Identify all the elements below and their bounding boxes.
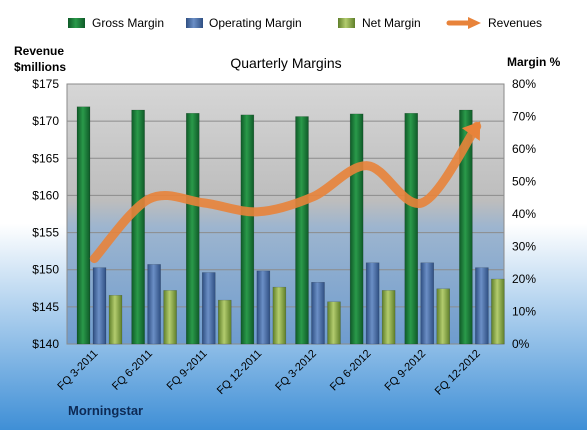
bar-operating-margin (312, 282, 325, 344)
bar-net-margin (328, 302, 341, 344)
left-axis-tick-label: $165 (32, 151, 59, 165)
right-axis-ticks: 0% 10% 20% 30% 40% 50% 60% 70% 80% (512, 77, 536, 351)
legend-item-net-margin: Net Margin (338, 16, 421, 30)
legend-item-gross-margin: Gross Margin (68, 16, 164, 30)
chart-title: Quarterly Margins (230, 55, 341, 71)
legend-label-revenues: Revenues (488, 16, 542, 30)
bar-gross-margin (350, 114, 363, 344)
left-axis-tick-label: $150 (32, 263, 59, 277)
bar-net-margin (164, 290, 177, 344)
right-axis-tick-label: 80% (512, 77, 536, 91)
left-axis-tick-label: $155 (32, 226, 59, 240)
left-axis-tick-label: $145 (32, 300, 59, 314)
legend-label-net-margin: Net Margin (362, 16, 421, 30)
bar-net-margin (109, 295, 122, 344)
bar-operating-margin (257, 271, 270, 344)
right-axis-tick-label: 60% (512, 142, 536, 156)
bar-operating-margin (421, 263, 434, 344)
bar-gross-margin (405, 113, 418, 344)
left-axis-title-line1: Revenue (14, 44, 64, 58)
left-axis-tick-label: $175 (32, 77, 59, 91)
right-axis-tick-label: 30% (512, 240, 536, 254)
bar-net-margin (437, 289, 450, 344)
bar-operating-margin (93, 268, 106, 344)
bar-operating-margin (475, 268, 488, 344)
left-axis-tick-label: $170 (32, 114, 59, 128)
source-label: Morningstar (68, 403, 143, 418)
right-axis-tick-label: 0% (512, 337, 530, 351)
bar-net-margin (491, 279, 504, 344)
bar-net-margin (382, 290, 395, 344)
legend-swatch-operating-margin (186, 18, 203, 28)
legend-label-gross-margin: Gross Margin (92, 16, 164, 30)
left-axis-tick-label: $160 (32, 188, 59, 202)
right-axis-title: Margin % (507, 55, 561, 69)
bar-net-margin (218, 300, 231, 344)
bar-net-margin (273, 287, 286, 344)
bar-gross-margin (77, 107, 90, 344)
left-axis-title-line2: $millions (14, 60, 66, 74)
right-axis-tick-label: 20% (512, 272, 536, 286)
left-axis-tick-label: $140 (32, 337, 59, 351)
right-axis-tick-label: 50% (512, 175, 536, 189)
bar-operating-margin (366, 263, 379, 344)
bar-gross-margin (186, 113, 199, 344)
bar-gross-margin (241, 115, 254, 344)
legend-label-operating-margin: Operating Margin (209, 16, 302, 30)
bar-gross-margin (132, 110, 145, 344)
legend-swatch-net-margin (338, 18, 355, 28)
legend-swatch-gross-margin (68, 18, 85, 28)
bar-gross-margin (296, 117, 309, 345)
bar-operating-margin (148, 264, 161, 344)
right-axis-tick-label: 70% (512, 110, 536, 124)
bar-operating-margin (202, 273, 215, 345)
right-axis-tick-label: 10% (512, 305, 536, 319)
right-axis-tick-label: 40% (512, 207, 536, 221)
